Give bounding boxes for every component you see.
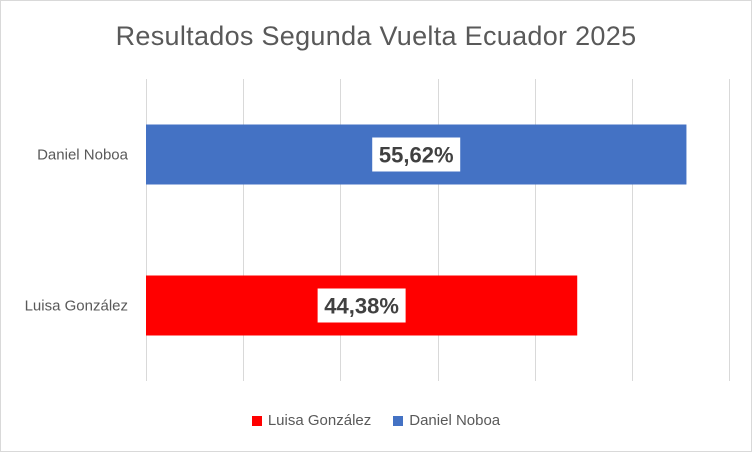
legend-item-daniel: Daniel Noboa	[393, 412, 500, 429]
category-labels: Daniel Noboa Luisa González	[25, 147, 129, 315]
legend-swatch-daniel	[393, 415, 404, 426]
legend: Luisa González Daniel Noboa	[1, 412, 751, 429]
legend-item-luisa: Luisa González	[251, 412, 372, 429]
bars	[146, 124, 687, 336]
data-label-1: 44,38%	[324, 294, 399, 319]
legend-label-daniel: Daniel Noboa	[409, 412, 501, 429]
data-label-box-1	[317, 288, 406, 323]
data-label-box-0	[372, 137, 461, 172]
category-label-1: Luisa González	[25, 298, 128, 315]
legend-label-luisa: Luisa González	[267, 412, 372, 429]
legend-swatch-luisa	[251, 415, 262, 426]
gridlines	[146, 79, 730, 381]
chart-title: Resultados Segunda Vuelta Ecuador 2025	[115, 21, 637, 51]
category-label-0: Daniel Noboa	[37, 147, 129, 164]
data-labels: 55,62% 44,38%	[317, 137, 461, 323]
data-label-0: 55,62%	[379, 143, 454, 168]
